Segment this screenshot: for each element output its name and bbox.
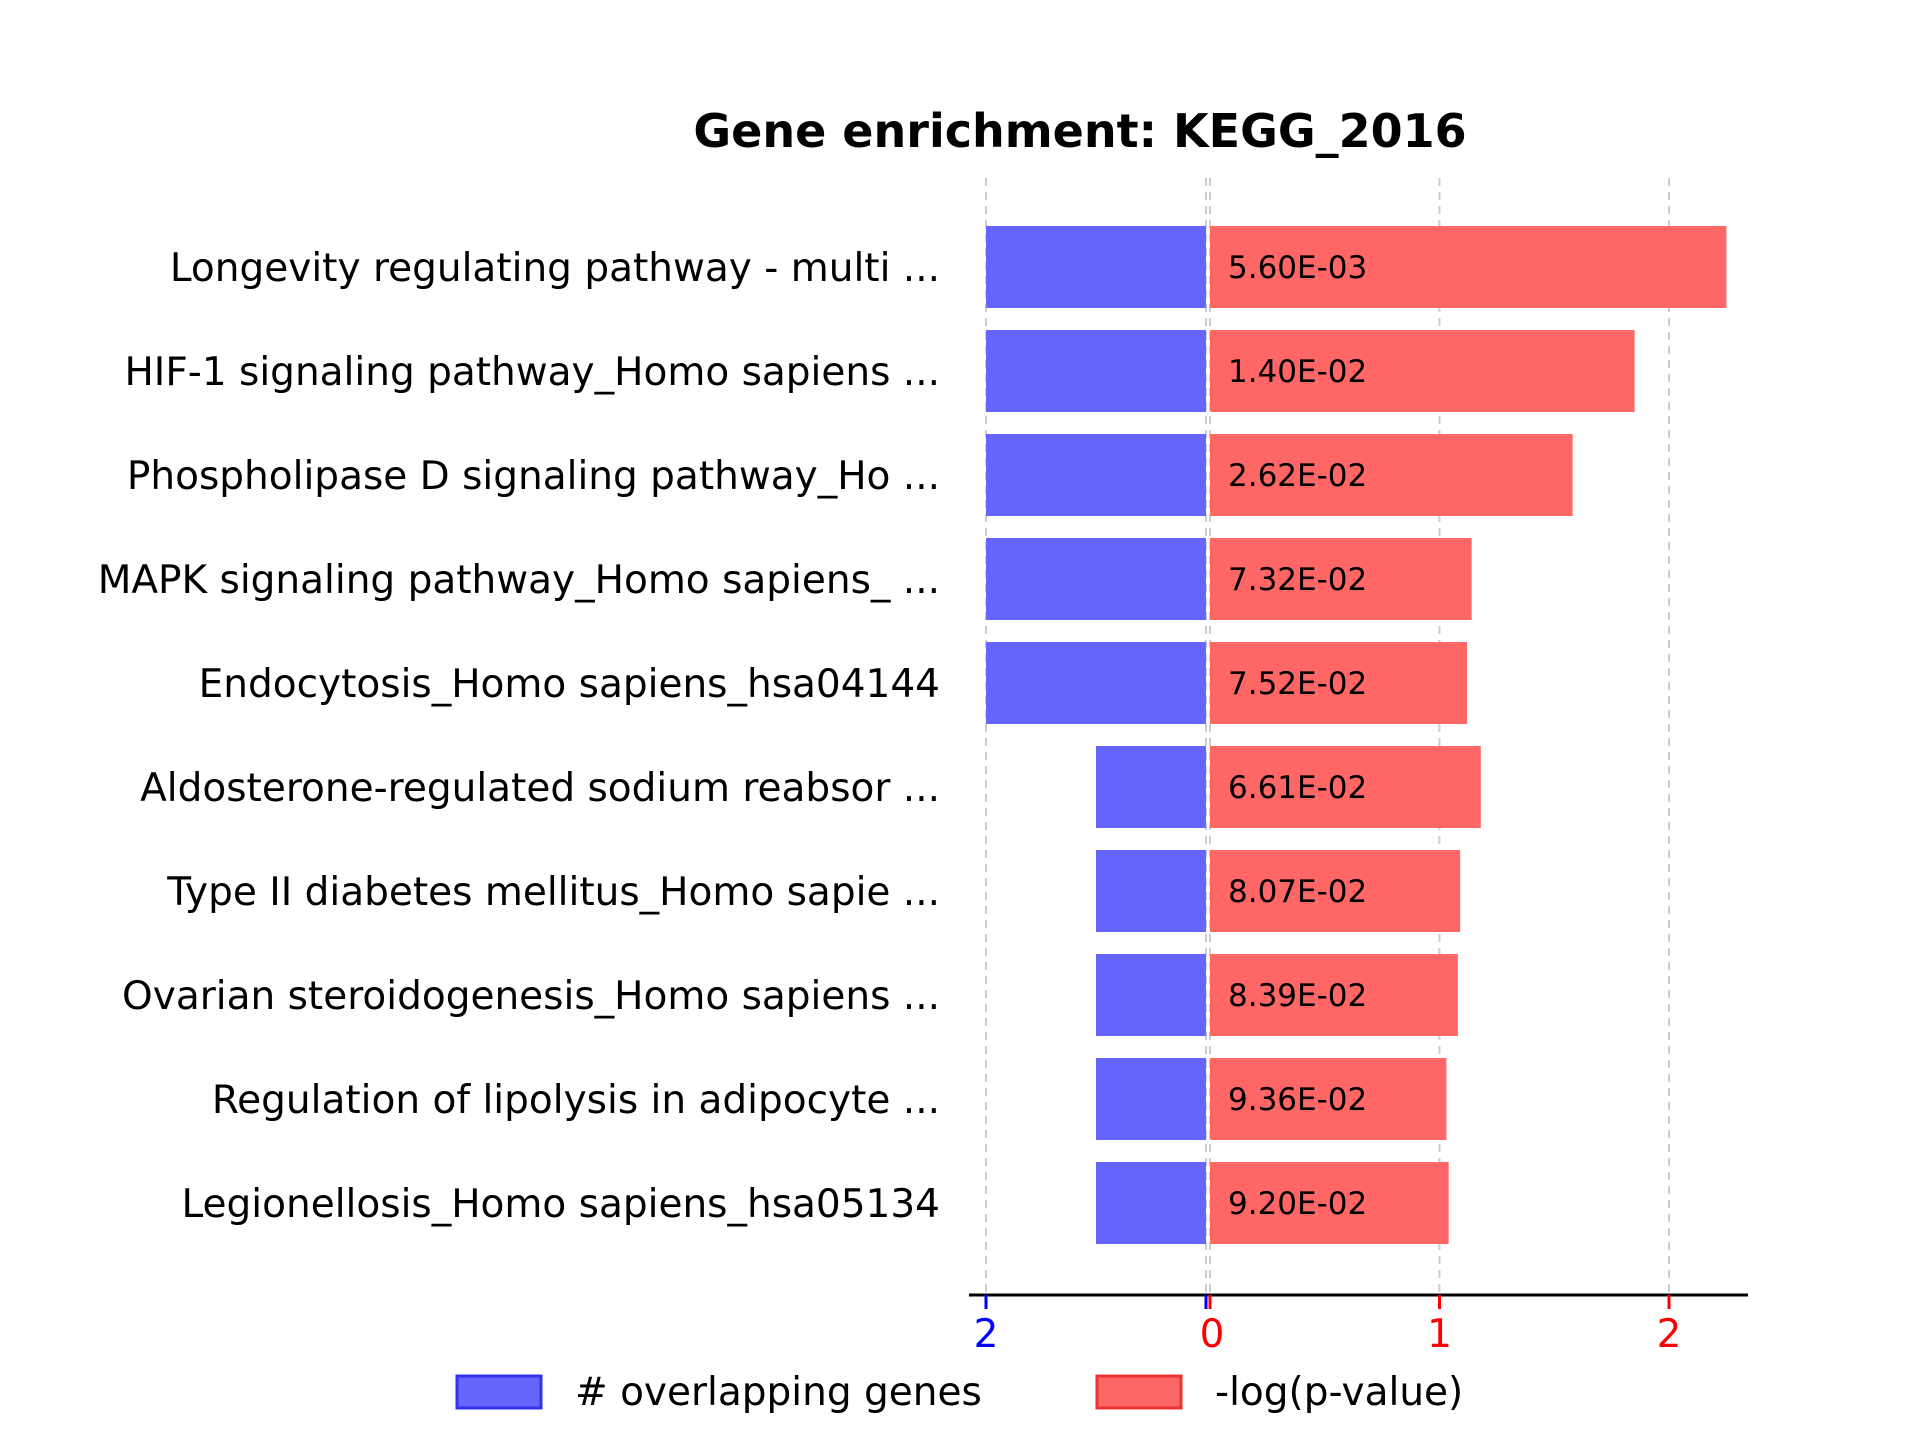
bars-group: 5.60E-03 1.40E-02 2.62E-02 7.32E-02 7.52E-02… <box>986 226 1727 1244</box>
gene-count-bar <box>986 538 1206 620</box>
pvalue-bar <box>1210 330 1635 412</box>
pvalue-label: 2.62E-02 <box>1228 458 1367 494</box>
category-label: Endocytosis_Homo sapiens_hsa04144 <box>199 662 940 707</box>
legend-label: -log(p-value) <box>1215 1370 1463 1415</box>
pvalue-bar <box>1210 538 1472 620</box>
pvalue-label: 7.52E-02 <box>1228 666 1367 702</box>
pvalue-bar <box>1210 954 1458 1036</box>
pvalue-bar <box>1210 434 1573 516</box>
category-label: Type II diabetes mellitus_Homo sapie ... <box>166 870 940 915</box>
legend-swatch <box>455 1374 543 1410</box>
chart-title: Gene enrichment: KEGG_2016 <box>693 104 1466 158</box>
pvalue-bar <box>1210 850 1461 932</box>
category-label: Phospholipase D signaling pathway_Ho ... <box>127 454 940 499</box>
gene-count-bar <box>986 226 1206 308</box>
category-label: Longevity regulating pathway - multi ... <box>170 246 940 291</box>
pvalue-bar <box>1210 1058 1447 1140</box>
pvalue-label: 8.07E-02 <box>1228 874 1367 910</box>
legend-label: # overlapping genes <box>575 1370 982 1415</box>
pvalue-bar <box>1210 226 1727 308</box>
gene-count-bar <box>986 330 1206 412</box>
left-tick-label: 2 <box>974 1312 999 1357</box>
category-labels: Longevity regulating pathway - multi ...… <box>98 246 940 1227</box>
pvalue-label: 5.60E-03 <box>1228 250 1367 286</box>
category-label: Regulation of lipolysis in adipocyte ... <box>212 1078 940 1123</box>
legend: # overlapping genes -log(p-value) <box>455 1370 1463 1415</box>
category-label: Aldosterone-regulated sodium reabsor ... <box>140 766 940 811</box>
gene-count-bar <box>986 642 1206 724</box>
pvalue-bar <box>1210 642 1468 724</box>
pvalue-bar <box>1210 1162 1449 1244</box>
pvalue-label: 9.36E-02 <box>1228 1082 1367 1118</box>
gene-count-bar <box>1096 746 1206 828</box>
gene-count-bar <box>986 434 1206 516</box>
pvalue-label: 1.40E-02 <box>1228 354 1367 390</box>
pvalue-label: 9.20E-02 <box>1228 1186 1367 1222</box>
gene-count-bar <box>1096 1162 1206 1244</box>
pvalue-bar <box>1210 746 1481 828</box>
pvalue-label: 8.39E-02 <box>1228 978 1367 1014</box>
category-label: Legionellosis_Homo sapiens_hsa05134 <box>182 1182 940 1227</box>
gene-count-bar <box>1096 1058 1206 1140</box>
category-label: HIF-1 signaling pathway_Homo sapiens ... <box>124 350 940 395</box>
pvalue-label: 7.32E-02 <box>1228 562 1367 598</box>
right-tick-label: 1 <box>1427 1312 1452 1357</box>
gene-count-bar <box>1096 954 1206 1036</box>
gene-count-bar <box>1096 850 1206 932</box>
category-label: Ovarian steroidogenesis_Homo sapiens ... <box>122 974 940 1019</box>
legend-swatch <box>1095 1374 1183 1410</box>
right-tick-label: 2 <box>1657 1312 1682 1357</box>
right-tick-label: 0 <box>1200 1312 1225 1357</box>
pvalue-label: 6.61E-02 <box>1228 770 1367 806</box>
category-label: MAPK signaling pathway_Homo sapiens_ ... <box>98 558 940 603</box>
